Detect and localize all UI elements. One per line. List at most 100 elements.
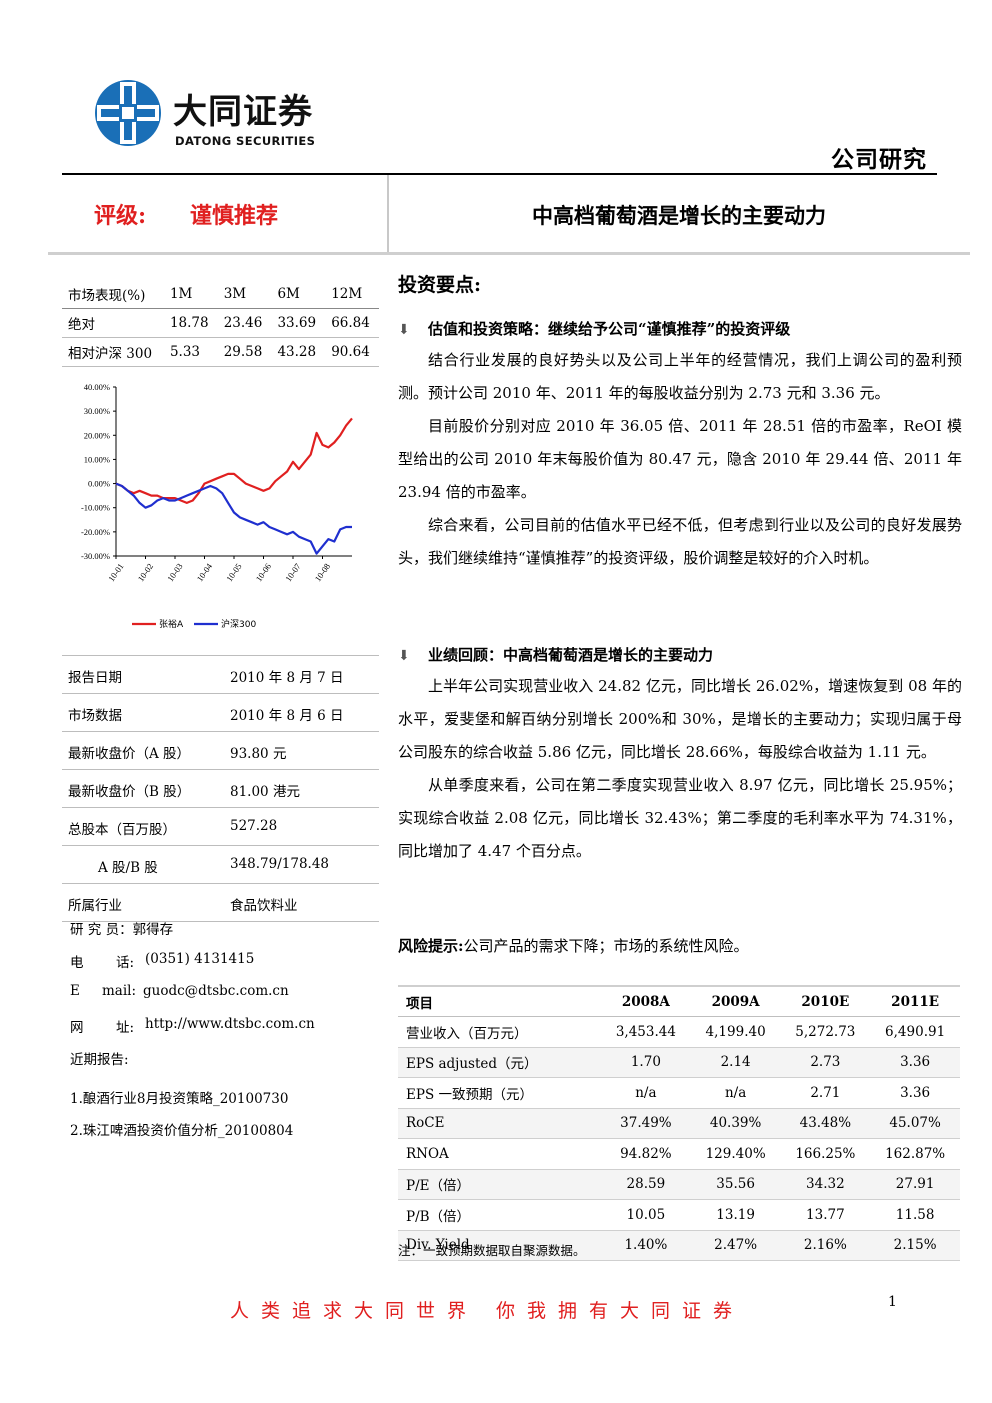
footer-slogan: 人类追求大同世界 你我拥有大同证券 [230, 1300, 745, 1322]
table-header-row: 项目 2008A 2009A 2010E 2011E [398, 986, 960, 1017]
table-header-cell: 2010E [801, 993, 850, 1010]
recent-report-item: 1.酿酒行业8月投资策略_20100730 [62, 1075, 379, 1108]
table-cell: 27.91 [895, 1176, 935, 1193]
table-cell: 5.33 [169, 344, 200, 360]
bullet-text: 业绩回顾：中高档葡萄酒是增长的主要动力 [428, 646, 714, 664]
table-cell: 40.39% [709, 1115, 762, 1132]
bullet-performance-review: ⬇︎ 业绩回顾：中高档葡萄酒是增长的主要动力 [398, 644, 713, 665]
x-tick-label: 10-02 [136, 561, 156, 583]
recent-report-link[interactable]: 1.酿酒行业8月投资策略_20100730 [70, 1090, 289, 1107]
x-tick-label: 10-06 [254, 561, 274, 583]
table-cell: 3,453.44 [615, 1023, 676, 1040]
email-label: E [70, 983, 80, 999]
info-value: 81.00 港元 [230, 784, 300, 800]
table-row: 相对沪深 300 5.33 29.58 43.28 90.64 [62, 338, 379, 367]
table-cell: 66.84 [331, 315, 370, 331]
table-cell: 43.48% [799, 1115, 852, 1132]
valuation-paragraphs: 结合行业发展的良好势头以及公司上半年的经营情况，我们上调公司的盈利预测。预计公司… [398, 344, 962, 575]
table-cell: 37.49% [620, 1115, 672, 1132]
investment-highlights-heading: 投资要点: [398, 274, 482, 296]
stock-performance-chart: 40.00% 30.00% 20.00% 10.00% 0.00% -10.00% -20.… [81, 382, 353, 630]
market-performance-table: 市场表现(%) 1M 3M 6M 12M 绝对 18.78 23.46 33.6… [62, 280, 379, 367]
table-cell: EPS adjusted（元） [406, 1056, 538, 1073]
paragraph: 目前股价分别对应 2010 年 36.05 倍、2011 年 28.51 倍的市… [398, 417, 962, 501]
recent-report-item: 2.珠江啤酒投资价值分析_20100804 [62, 1107, 379, 1140]
y-tick-label: 20.00% [84, 430, 110, 440]
table-cell: 166.25% [795, 1145, 856, 1162]
datong-logo-icon [95, 80, 161, 146]
table-cell: 2.71 [810, 1084, 841, 1101]
title-bottom-divider [48, 252, 970, 255]
legend-label: 张裕A [159, 618, 184, 630]
info-value: 527.28 [230, 818, 278, 834]
info-value: 2010 年 8 月 7 日 [230, 670, 344, 686]
list-item: 所属行业 食品饮料业 [62, 884, 379, 922]
table-cell: 4,199.40 [705, 1023, 766, 1040]
info-value: 食品饮料业 [230, 898, 298, 914]
table-cell: 162.87% [885, 1145, 946, 1162]
bullet-valuation: ⬇︎ 估值和投资策略：继续给予公司“谨慎推荐”的投资评级 [398, 318, 790, 339]
table-cell: 营业收入（百万元） [406, 1025, 528, 1042]
info-key: 最新收盘价（A 股） [68, 746, 191, 762]
table-cell: 90.64 [331, 344, 370, 360]
paragraph: 上半年公司实现营业收入 24.82 亿元，同比增长 26.02%，增速恢复到 0… [398, 677, 962, 761]
table-cell: 10.05 [626, 1206, 666, 1223]
table-cell: 34.32 [806, 1176, 845, 1193]
email-link[interactable]: guodc@dtsbc.com.cn [143, 983, 289, 999]
table-header-cell: 6M [277, 286, 300, 302]
info-value: 93.80 元 [230, 746, 287, 762]
table-cell: 1.40% [624, 1237, 668, 1254]
legend-label: 沪深300 [221, 618, 256, 630]
table-row: RNOA 94.82% 129.40% 166.25% 162.87% [398, 1139, 960, 1169]
table-cell: RoCE [406, 1115, 445, 1132]
table-header-cell: 3M [223, 286, 247, 302]
table-header-cell: 2011E [891, 993, 940, 1010]
info-key: 最新收盘价（B 股） [68, 784, 191, 800]
table-header-cell: 1M [169, 286, 193, 302]
table-cell: 11.58 [895, 1206, 935, 1223]
y-tick-label: -30.00% [81, 551, 110, 561]
web-link[interactable]: http://www.dtsbc.com.cn [145, 1015, 315, 1032]
table-cell: 129.40% [705, 1145, 766, 1162]
y-tick-label: -10.00% [81, 503, 110, 513]
table-cell: 33.69 [277, 315, 317, 331]
analyst-name: 研 究 员：郭得存 [70, 922, 174, 938]
logo-text-en: DATONG SECURITIES [175, 134, 316, 148]
recent-reports-heading: 近期报告: [62, 1042, 379, 1075]
table-cell: 2.15% [893, 1237, 937, 1254]
table-cell: 5,272.73 [795, 1023, 856, 1040]
table-cell: n/a [635, 1084, 657, 1101]
table-header-row: 市场表现(%) 1M 3M 6M 12M [62, 280, 379, 309]
series-line-zhangyu [115, 417, 353, 505]
paragraph: 从单季度来看，公司在第二季度实现营业收入 8.97 亿元，同比增长 25.95%… [398, 776, 962, 860]
info-key: 市场数据 [68, 708, 122, 724]
table-row: P/E（倍） 28.59 35.56 34.32 27.91 [398, 1169, 960, 1200]
phone-label-suffix: 话: [116, 954, 135, 971]
web-line: 网 址: http://www.dtsbc.com.cn [62, 1010, 379, 1043]
list-item: 总股本（百万股） 527.28 [62, 808, 379, 846]
table-cell: 相对沪深 300 [68, 346, 153, 362]
arrow-down-bullet-icon: ⬇︎ [398, 648, 410, 664]
email-label-suffix: mail: [102, 983, 137, 999]
table-cell: 45.07% [889, 1115, 941, 1132]
table-cell: 3.36 [900, 1084, 931, 1101]
info-value: 348.79/178.48 [230, 856, 330, 872]
web-label: 网 [70, 1019, 84, 1036]
info-key: A 股/B 股 [98, 860, 158, 876]
rating-value: 谨慎推荐 [190, 203, 279, 229]
arrow-down-bullet-icon: ⬇︎ [398, 322, 410, 338]
table-cell: n/a [724, 1084, 747, 1101]
report-title: 中高档葡萄酒是增长的主要动力 [532, 203, 826, 228]
x-tick-label: 10-01 [106, 561, 126, 583]
recent-reports-label: 近期报告: [70, 1052, 129, 1068]
phone-line: 电 话: (0351) 4131415 [62, 945, 379, 978]
table-cell: 1.70 [630, 1054, 661, 1071]
table-cell: 18.78 [169, 315, 209, 331]
list-item: 最新收盘价（B 股） 81.00 港元 [62, 770, 379, 808]
table-row: 绝对 18.78 23.46 33.69 66.84 [62, 309, 379, 338]
recent-report-link[interactable]: 2.珠江啤酒投资价值分析_20100804 [70, 1123, 294, 1139]
rating-label: 评级: [94, 203, 147, 229]
review-paragraphs: 上半年公司实现营业收入 24.82 亿元，同比增长 26.02%，增速恢复到 0… [398, 670, 962, 868]
